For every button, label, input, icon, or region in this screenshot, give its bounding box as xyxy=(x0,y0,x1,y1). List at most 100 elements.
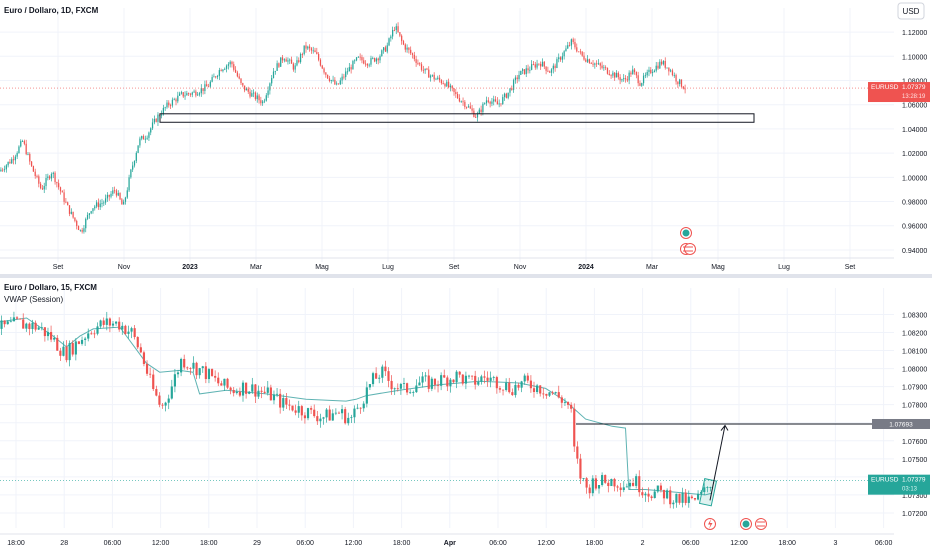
candle-body xyxy=(486,377,489,381)
candle-body xyxy=(340,409,344,414)
candle-body xyxy=(401,35,403,42)
candle-body xyxy=(404,44,406,50)
support-zone-box[interactable] xyxy=(159,113,755,123)
vwap-legend[interactable]: VWAP (Session) xyxy=(4,295,63,304)
top-event-icons[interactable] xyxy=(680,227,696,255)
candle-body xyxy=(597,485,601,489)
candle-body xyxy=(332,79,334,81)
candle-body xyxy=(363,60,365,64)
candle-body xyxy=(45,177,47,187)
candle-body xyxy=(346,71,349,73)
candle-body xyxy=(413,54,415,60)
candle-body xyxy=(233,64,235,70)
candle-body xyxy=(160,114,163,116)
candle-body xyxy=(592,63,594,65)
candle-body xyxy=(278,63,280,67)
candle-body xyxy=(36,176,38,177)
candle-body xyxy=(90,333,93,335)
candle-body xyxy=(487,100,489,102)
x-tick-label: 3 xyxy=(833,540,837,547)
candle-body xyxy=(464,101,466,108)
candle-body xyxy=(684,88,686,90)
candle-body xyxy=(341,76,343,81)
y-tick-label: 1.07800 xyxy=(902,403,927,410)
candle-body xyxy=(63,192,65,202)
candle-body xyxy=(687,496,690,503)
bottom-event-icons[interactable] xyxy=(704,518,767,530)
top-chart-panel[interactable]: Euro / Dollaro, 1D, FXCM 1.120001.100001… xyxy=(0,0,932,274)
us-flag-icon-2[interactable] xyxy=(684,243,696,255)
candle-body xyxy=(195,91,197,96)
candle-body xyxy=(112,190,114,194)
projection-arrow[interactable] xyxy=(709,425,726,501)
candle-body xyxy=(43,186,45,190)
candle-body xyxy=(579,51,582,53)
candle-body xyxy=(642,75,645,84)
candle-body xyxy=(585,478,588,488)
candle-body xyxy=(269,387,272,401)
candle-body xyxy=(95,202,98,207)
x-tick-label: 28 xyxy=(60,540,68,547)
candle-body xyxy=(151,122,154,129)
candle-body xyxy=(568,45,571,47)
candle-body xyxy=(653,70,656,73)
candle-body xyxy=(607,482,610,487)
currency-button[interactable] xyxy=(897,2,925,20)
candle-body xyxy=(514,77,517,81)
candle-body xyxy=(164,107,166,109)
top-price-axis[interactable] xyxy=(894,0,932,274)
y-tick-label: 0.98000 xyxy=(902,200,927,207)
panel-divider[interactable] xyxy=(0,274,932,278)
candle-body xyxy=(319,418,322,422)
candle-body xyxy=(419,63,421,65)
candle-body xyxy=(316,416,319,422)
candle-body xyxy=(545,393,548,396)
candle-body xyxy=(599,63,601,66)
candle-body xyxy=(693,498,697,500)
candle-body xyxy=(668,67,670,72)
candle-body xyxy=(43,327,46,337)
candle-body xyxy=(67,202,69,206)
bottom-x-axis[interactable]: 18:00 28 06:00 12:00 18:00 29 06:00 12:00 18:00 A… xyxy=(7,540,892,547)
candle-body xyxy=(71,343,74,355)
candle-body xyxy=(173,99,175,101)
candle-body xyxy=(331,413,334,421)
candle-body xyxy=(630,72,632,75)
candle-body xyxy=(139,138,141,146)
us-flag-event-icon[interactable] xyxy=(755,518,767,530)
candle-body xyxy=(505,93,508,98)
candle-body xyxy=(706,487,709,489)
candle-body xyxy=(310,408,313,410)
candle-body xyxy=(14,156,16,161)
candle-body xyxy=(417,62,419,64)
candle-body xyxy=(596,63,598,65)
candle-body xyxy=(191,92,193,95)
y-tick-label: 1.02000 xyxy=(902,151,927,158)
bottom-chart-title: Euro / Dollaro, 15, FXCM xyxy=(4,283,97,292)
candle-body xyxy=(605,67,607,69)
candle-body xyxy=(662,489,666,499)
bottom-chart-panel[interactable]: Euro / Dollaro, 15, FXCM VWAP (Session) … xyxy=(0,278,932,550)
x-tick-label: Mar xyxy=(646,264,659,271)
bottom-candles xyxy=(0,311,712,509)
candle-body xyxy=(384,366,387,372)
candle-body xyxy=(505,382,508,391)
candle-body xyxy=(678,493,681,503)
candle-body xyxy=(483,376,486,378)
candle-body xyxy=(19,318,22,320)
candle-body xyxy=(350,67,352,70)
candle-body xyxy=(49,176,51,179)
candle-body xyxy=(356,407,359,409)
candle-body xyxy=(399,32,401,36)
consolidation-box[interactable] xyxy=(698,478,718,507)
candle-body xyxy=(617,72,619,78)
candle-body xyxy=(408,47,410,50)
candle-body xyxy=(308,46,311,49)
candle-body xyxy=(29,154,31,162)
candle-body xyxy=(68,205,71,214)
candle-body xyxy=(375,373,378,379)
candle-body xyxy=(136,337,139,348)
candle-body xyxy=(65,201,67,203)
top-x-axis[interactable]: Set Nov 2023 Mar Mag Lug Set Nov 2024 Mar Mag Lug Se… xyxy=(53,264,856,271)
candle-body xyxy=(317,54,320,60)
